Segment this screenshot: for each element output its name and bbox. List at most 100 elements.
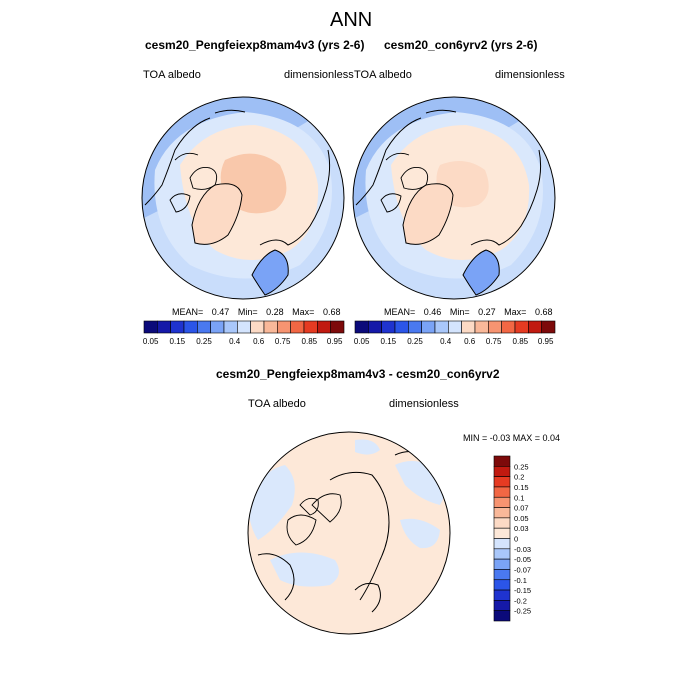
greenland-outline: [191, 183, 243, 245]
colorbar-swatch: [514, 320, 529, 334]
colorbar-tick-label: 0.15: [170, 337, 186, 346]
colorbar-tick-label: 0.6: [253, 337, 265, 346]
colorbar-swatch: [448, 320, 462, 334]
colorbar-tick-label: 0.85: [513, 337, 529, 346]
colorbar-swatch: [290, 320, 305, 334]
max-label: Max=: [504, 307, 527, 317]
map-diff-boundary: [247, 431, 451, 635]
map-region-light-blue: [400, 518, 440, 549]
colorbar-tick-label: -0.05: [514, 555, 531, 564]
colorbar-left: 0.05 0.15 0.25 0.4 0.6 0.75 0.85 0.95: [143, 320, 345, 346]
colorbar-swatch: [263, 320, 278, 334]
mean-label: MEAN=: [384, 307, 416, 317]
colorbar-swatch: [408, 320, 422, 334]
colorbar-tick-label: 0.05: [354, 337, 370, 346]
panel-right-units-label: dimensionless: [495, 69, 565, 81]
colorbar-tick-label: 0.15: [514, 483, 529, 492]
colorbar-swatch: [157, 320, 171, 334]
colorbar-swatch: [461, 320, 476, 334]
map-diff: [247, 431, 451, 635]
colorbar-swatch: [493, 538, 511, 550]
min-label: Min=: [237, 307, 258, 317]
colorbar-tick-label: 0.25: [514, 462, 529, 471]
colorbar-tick-label: -0.25: [514, 607, 531, 616]
colorbar-swatch: [493, 476, 511, 488]
panel-left-variable-label: TOA albedo: [143, 69, 201, 81]
colorbar-swatch: [501, 320, 516, 334]
max-label: Max=: [292, 307, 315, 317]
colorbar-diff: 0.250.20.150.10.070.050.030-0.03-0.05-0.…: [493, 455, 531, 622]
colorbar-swatch: [197, 320, 211, 334]
colorbar-swatch: [277, 320, 291, 334]
diff-panel-stats: MIN = -0.03 MAX = 0.04: [463, 433, 561, 443]
colorbar-swatch: [493, 600, 511, 611]
colorbar-tick-label: 0.2: [514, 473, 524, 482]
map-left: [141, 96, 345, 300]
map-right-boundary: [352, 96, 556, 300]
colorbar-swatch: [493, 579, 511, 591]
colorbar-swatch: [493, 466, 511, 477]
colorbar-swatch: [394, 320, 409, 334]
colorbar-tick-label: 0.95: [327, 337, 343, 346]
map-region-light-blue: [355, 439, 380, 455]
colorbar-tick-label: -0.1: [514, 576, 527, 585]
colorbar-swatch: [368, 320, 382, 334]
min-label: Min=: [449, 307, 470, 317]
colorbar-tick-label: 0.4: [440, 337, 452, 346]
colorbar-tick-label: 0.95: [538, 337, 554, 346]
colorbar-swatch: [541, 320, 556, 334]
colorbar-tick-label: 0: [514, 535, 518, 544]
colorbar-tick-label: -0.03: [514, 545, 531, 554]
colorbar-swatch: [143, 320, 158, 334]
colorbar-swatch: [354, 320, 369, 334]
colorbar-swatch: [493, 569, 511, 581]
colorbar-swatch: [183, 320, 198, 334]
colorbar-tick-label: 0.15: [381, 337, 397, 346]
colorbar-tick-label: -0.15: [514, 586, 531, 595]
colorbar-tick-label: 0.07: [514, 504, 529, 513]
colorbar-tick-label: 0.25: [407, 337, 423, 346]
max-value: 0.68: [322, 307, 341, 317]
colorbar-swatch: [493, 548, 511, 560]
colorbar-swatch: [474, 320, 489, 334]
colorbar-tick-label: 0.25: [196, 337, 212, 346]
mean-value: 0.47: [211, 307, 230, 317]
colorbar-tick-label: 0.75: [275, 337, 291, 346]
diff-panel-units-label: dimensionless: [389, 398, 459, 410]
colorbar-swatch: [493, 610, 511, 622]
colorbar-swatch: [381, 320, 396, 334]
min-value: 0.27: [478, 307, 496, 317]
map-left-boundary: [141, 96, 345, 300]
colorbar-swatch: [493, 496, 511, 508]
panel-left-stats: MEAN= 0.47 Min= 0.28 Max= 0.68: [172, 307, 340, 317]
colorbar-tick-label: -0.07: [514, 565, 531, 574]
colorbar-swatch: [493, 527, 511, 539]
colorbar-tick-label: -0.2: [514, 596, 527, 605]
colorbar-swatch: [421, 320, 436, 334]
colorbar-swatch: [317, 320, 331, 334]
colorbar-swatch: [170, 320, 185, 334]
panel-right-title: cesm20_con6yrv2 (yrs 2-6): [384, 38, 538, 52]
map-region-light-blue: [270, 552, 339, 587]
colorbar-swatch: [488, 320, 502, 334]
mean-label: MEAN=: [172, 307, 204, 317]
colorbar-right: 0.05 0.15 0.25 0.4 0.6 0.75 0.85 0.95: [354, 320, 556, 346]
colorbar-swatch: [434, 320, 449, 334]
main-title: ANN: [330, 9, 373, 31]
colorbar-tick-label: 0.4: [229, 337, 241, 346]
colorbar-swatch: [528, 320, 542, 334]
colorbar-tick-label: 0.03: [514, 524, 529, 533]
diff-panel-title: cesm20_Pengfeiexp8mam4v3 - cesm20_con6yr…: [216, 367, 500, 381]
panel-right-variable-label: TOA albedo: [354, 69, 412, 81]
panel-right-stats: MEAN= 0.46 Min= 0.27 Max= 0.68: [384, 307, 552, 317]
greenland-outline: [402, 183, 454, 245]
colorbar-swatch: [330, 320, 345, 334]
colorbar-swatch: [223, 320, 238, 334]
colorbar-tick-label: 0.1: [514, 493, 524, 502]
colorbar-tick-label: 0.85: [302, 337, 318, 346]
panel-left-title: cesm20_Pengfeiexp8mam4v3 (yrs 2-6): [145, 38, 365, 52]
colorbar-tick-label: 0.75: [486, 337, 502, 346]
colorbar-tick-label: 0.6: [464, 337, 476, 346]
